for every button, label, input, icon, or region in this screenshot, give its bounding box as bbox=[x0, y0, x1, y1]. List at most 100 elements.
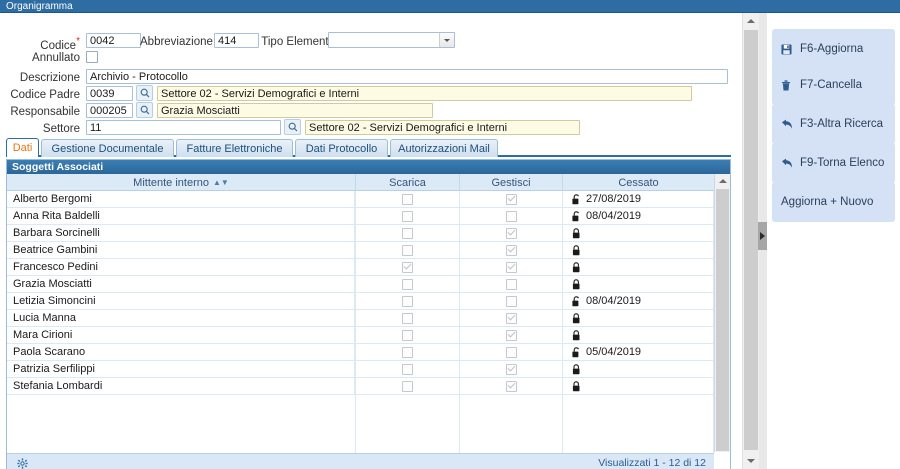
cell-scarica bbox=[356, 191, 460, 207]
lock-closed-icon[interactable] bbox=[572, 329, 581, 341]
lock-closed-icon[interactable] bbox=[572, 278, 581, 290]
trash-icon bbox=[781, 79, 791, 90]
cell-scarica bbox=[356, 259, 460, 275]
responsabile-search-button[interactable] bbox=[136, 102, 153, 118]
cell-scarica bbox=[356, 225, 460, 241]
gestisci-checkbox[interactable] bbox=[505, 278, 517, 290]
action-button-f7-cancella[interactable]: F7-Cancella bbox=[772, 65, 895, 105]
table-row[interactable]: Mara Cirioni bbox=[7, 327, 714, 344]
scarica-checkbox[interactable] bbox=[402, 261, 413, 273]
lock-open-icon[interactable] bbox=[572, 193, 581, 205]
table-row[interactable]: Barbara Sorcinelli bbox=[7, 225, 714, 242]
tab-strip: Dati Gestione Documentale Fatture Elettron… bbox=[6, 138, 731, 157]
grid-scrollbar[interactable] bbox=[714, 174, 730, 452]
annullato-checkbox[interactable] bbox=[86, 51, 98, 63]
scarica-checkbox[interactable] bbox=[402, 244, 413, 256]
tab-dati[interactable]: Dati bbox=[6, 138, 39, 157]
cell-gestisci bbox=[460, 344, 563, 360]
tipo-elemento-select[interactable] bbox=[328, 32, 455, 48]
action-button-aggiorna-nuovo[interactable]: Aggiorna + Nuovo bbox=[772, 182, 895, 222]
table-row[interactable]: Patrizia Serfilippi bbox=[7, 361, 714, 378]
lock-closed-icon[interactable] bbox=[572, 363, 581, 375]
action-button-f3-altra-ricerca[interactable]: F3-Altra Ricerca bbox=[772, 104, 895, 144]
settore-input[interactable] bbox=[86, 120, 281, 135]
table-row[interactable]: Anna Rita Baldelli 08/04/2019 bbox=[7, 208, 714, 225]
scarica-checkbox[interactable] bbox=[402, 363, 413, 375]
gestisci-checkbox[interactable] bbox=[505, 193, 517, 205]
tab-fatture-elettroniche[interactable]: Fatture Elettroniche bbox=[176, 139, 293, 157]
lock-closed-icon[interactable] bbox=[572, 380, 581, 392]
grid-scroll-up-button[interactable] bbox=[715, 174, 730, 188]
scarica-checkbox[interactable] bbox=[402, 210, 413, 222]
table-row[interactable]: Stefania Lombardi bbox=[7, 378, 714, 395]
gestisci-checkbox[interactable] bbox=[505, 244, 517, 256]
scroll-down-button[interactable] bbox=[743, 453, 759, 469]
table-row[interactable]: Beatrice Gambini bbox=[7, 242, 714, 259]
scroll-thumb[interactable] bbox=[744, 30, 758, 450]
column-header-gestisci[interactable]: Gestisci bbox=[460, 174, 563, 191]
grid-footer: Visualizzati 1 - 12 di 12 bbox=[7, 453, 714, 469]
scarica-checkbox[interactable] bbox=[402, 312, 413, 324]
cell-cessato bbox=[563, 378, 714, 394]
codice-input[interactable] bbox=[86, 33, 141, 48]
settore-search-button[interactable] bbox=[284, 119, 301, 135]
gestisci-checkbox[interactable] bbox=[505, 380, 517, 392]
scarica-checkbox[interactable] bbox=[402, 329, 413, 341]
tab-label: Dati Protocollo bbox=[305, 142, 378, 155]
descrizione-input[interactable] bbox=[86, 69, 728, 84]
gestisci-checkbox[interactable] bbox=[505, 295, 517, 307]
lock-closed-icon[interactable] bbox=[572, 227, 581, 239]
gestisci-checkbox[interactable] bbox=[505, 312, 517, 324]
lock-open-icon[interactable] bbox=[572, 210, 581, 222]
action-button-f6-aggiorna[interactable]: F6-Aggiorna bbox=[772, 29, 895, 69]
scarica-checkbox[interactable] bbox=[402, 346, 413, 358]
settings-gear-icon[interactable] bbox=[17, 458, 28, 469]
gestisci-checkbox[interactable] bbox=[505, 210, 517, 222]
action-sidebar: F6-Aggiorna F7-Cancella F3-Altra Ricerca F9… bbox=[767, 13, 900, 469]
tab-gestione-documentale[interactable]: Gestione Documentale bbox=[41, 139, 174, 157]
tab-dati-protocollo[interactable]: Dati Protocollo bbox=[295, 139, 388, 157]
responsabile-input[interactable] bbox=[86, 103, 133, 118]
codice-padre-search-button[interactable] bbox=[136, 85, 153, 101]
scarica-checkbox[interactable] bbox=[402, 380, 413, 392]
column-header-scarica[interactable]: Scarica bbox=[356, 174, 460, 191]
lock-open-icon[interactable] bbox=[572, 295, 581, 307]
column-header-cessato[interactable]: Cessato bbox=[618, 176, 659, 189]
cell-gestisci bbox=[460, 242, 563, 258]
scarica-checkbox[interactable] bbox=[402, 295, 413, 307]
lock-open-icon bbox=[572, 193, 580, 204]
table-row[interactable]: Lucia Manna bbox=[7, 310, 714, 327]
cell-gestisci bbox=[460, 191, 563, 207]
cell-cessato bbox=[563, 242, 714, 258]
lock-closed-icon[interactable] bbox=[572, 312, 581, 324]
tab-autorizzazioni-mail[interactable]: Autorizzazioni Mail bbox=[390, 139, 498, 157]
lock-closed-icon[interactable] bbox=[572, 244, 581, 256]
gestisci-checkbox[interactable] bbox=[505, 261, 517, 273]
panel-splitter-handle[interactable] bbox=[758, 222, 767, 250]
caret-up-icon bbox=[747, 19, 755, 23]
codice-padre-input[interactable] bbox=[86, 86, 133, 101]
table-row[interactable]: Alberto Bergomi 27/08/2019 bbox=[7, 191, 714, 208]
table-row[interactable]: Grazia Mosciatti bbox=[7, 276, 714, 293]
abbreviazione-input[interactable] bbox=[214, 33, 259, 48]
scarica-checkbox[interactable] bbox=[402, 278, 413, 290]
scroll-up-button[interactable] bbox=[743, 13, 759, 29]
gestisci-checkbox[interactable] bbox=[505, 227, 517, 239]
column-header-mittente-interno[interactable]: Mittente interno ▲▼ bbox=[7, 174, 356, 191]
caret-down-icon bbox=[747, 459, 755, 463]
grid-scroll-thumb[interactable] bbox=[716, 189, 729, 451]
action-button-f9-torna-elenco[interactable]: F9-Torna Elenco bbox=[772, 143, 895, 183]
table-row[interactable]: Paola Scarano 05/04/2019 bbox=[7, 344, 714, 361]
gestisci-checkbox[interactable] bbox=[505, 363, 517, 375]
table-row[interactable]: Francesco Pedini bbox=[7, 259, 714, 276]
lock-closed-icon[interactable] bbox=[572, 261, 581, 273]
table-row[interactable]: Letizia Simoncini 08/04/2019 bbox=[7, 293, 714, 310]
scarica-checkbox[interactable] bbox=[402, 227, 413, 239]
window-scrollbar[interactable] bbox=[742, 13, 759, 469]
lock-open-icon[interactable] bbox=[572, 346, 581, 358]
gestisci-checkbox[interactable] bbox=[505, 346, 517, 358]
scarica-checkbox[interactable] bbox=[402, 193, 413, 205]
caret-up-icon bbox=[718, 179, 727, 183]
grid-divider bbox=[355, 191, 356, 454]
gestisci-checkbox[interactable] bbox=[505, 329, 517, 341]
